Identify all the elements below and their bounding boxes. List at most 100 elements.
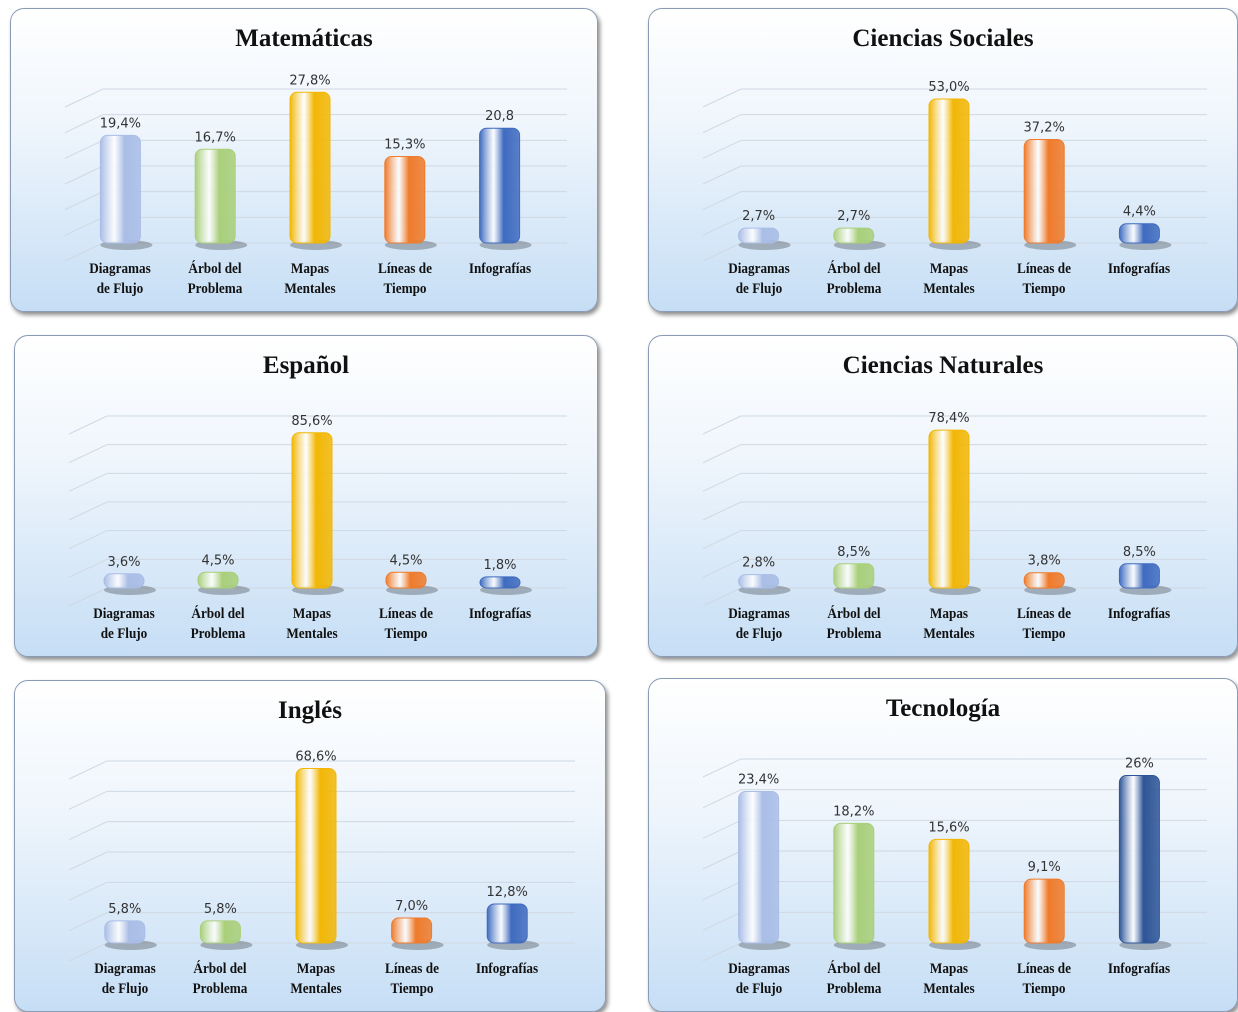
category-label: Líneas de Tiempo xyxy=(1017,606,1072,642)
value-label: 4,4% xyxy=(1123,205,1156,220)
value-label: 68,6% xyxy=(295,750,336,765)
category-label: Árbol del Problema xyxy=(190,606,246,642)
value-label: 4,5% xyxy=(389,553,422,568)
value-label: 2,7% xyxy=(837,209,870,224)
value-label: 27,8% xyxy=(289,73,330,88)
category-label: Mapas Mentales xyxy=(284,261,336,297)
bar xyxy=(1023,572,1065,589)
chart-title: Español xyxy=(262,352,350,379)
category-label: Líneas de Tiempo xyxy=(384,961,439,997)
chart-title: Ciencias Sociales xyxy=(852,25,1034,52)
grid-line xyxy=(68,501,567,521)
grid-line xyxy=(68,790,575,810)
category-label: Diagramas de Flujo xyxy=(93,961,156,997)
value-label: 53,0% xyxy=(928,80,969,95)
category-label: Líneas de Tiempo xyxy=(1017,261,1072,297)
category-label: Diagramas de Flujo xyxy=(727,961,790,997)
grid-line xyxy=(68,821,575,841)
grid-line xyxy=(68,530,567,550)
category-label: Líneas de Tiempo xyxy=(1017,961,1072,997)
bar xyxy=(385,571,427,589)
bar xyxy=(103,573,145,589)
grid-line xyxy=(702,88,1207,108)
chart: 19,4% 16,7% 27,8% 15,3% 20,8 xyxy=(64,73,567,262)
category-label: Mapas Mentales xyxy=(290,961,342,997)
category-label: Infografías xyxy=(1108,961,1171,977)
grid-line xyxy=(64,88,567,108)
bar xyxy=(738,574,780,589)
bar xyxy=(104,920,146,944)
bar xyxy=(738,790,780,944)
grid-line xyxy=(702,558,1207,578)
bar xyxy=(194,148,236,244)
value-label: 15,3% xyxy=(384,137,425,152)
value-label: 12,8% xyxy=(487,885,528,900)
category-label: Mapas Mentales xyxy=(923,961,975,997)
category-label: Árbol del Problema xyxy=(826,606,882,642)
value-label: 3,6% xyxy=(107,555,140,570)
bar xyxy=(391,917,433,944)
category-label: Diagramas de Flujo xyxy=(727,261,790,297)
grid-line xyxy=(702,114,1207,134)
chart-panel: Matemáticas 19,4% 16,7% 27,8% 15,3% 20,8 Diagr… xyxy=(10,8,598,312)
value-label: 15,6% xyxy=(928,820,969,835)
bar xyxy=(291,432,333,589)
value-label: 9,1% xyxy=(1028,860,1061,875)
value-label: 19,4% xyxy=(100,116,141,131)
grid-line xyxy=(68,558,567,578)
category-label: Mapas Mentales xyxy=(923,606,975,642)
category-label: Infografías xyxy=(468,261,531,277)
grid-line xyxy=(68,472,567,492)
chart: 2,8% 8,5% 78,4% 3,8% 8,5% xyxy=(702,411,1207,607)
category-label: Infografías xyxy=(1108,606,1171,622)
grid-line xyxy=(68,760,575,780)
chart-title: Tecnología xyxy=(885,695,1001,722)
value-label: 4,5% xyxy=(201,553,234,568)
chart: 5,8% 5,8% 68,6% 7,0% 12,8% xyxy=(68,750,575,962)
grid-line xyxy=(64,114,567,134)
value-label: 5,8% xyxy=(204,902,237,917)
chart-panel: Ciencias Naturales 2,8% 8,5% 78,4% 3,8% 8,5% D… xyxy=(648,335,1238,657)
value-label: 37,2% xyxy=(1024,121,1065,136)
value-label: 2,7% xyxy=(742,209,775,224)
value-label: 26% xyxy=(1125,757,1154,772)
category-label: Diagramas de Flujo xyxy=(727,606,790,642)
grid-line xyxy=(702,789,1207,809)
category-label: Árbol del Problema xyxy=(187,261,243,297)
chart-panel: Español 3,6% 4,5% 85,6% 4,5% 1,8% Diagramas de… xyxy=(14,335,598,657)
chart: 23,4% 18,2% 15,6% 9,1% 26% xyxy=(702,757,1207,962)
chart: 3,6% 4,5% 85,6% 4,5% 1,8% xyxy=(68,414,567,607)
value-label: 85,6% xyxy=(291,414,332,429)
bar xyxy=(384,155,426,244)
category-label: Diagramas de Flujo xyxy=(89,261,152,297)
category-label: Líneas de Tiempo xyxy=(377,261,432,297)
value-label: 78,4% xyxy=(928,411,969,426)
chart-title: Ciencias Naturales xyxy=(842,352,1044,379)
category-label: Árbol del Problema xyxy=(826,261,882,297)
bar xyxy=(928,838,970,944)
grid-line xyxy=(702,415,1207,435)
bar xyxy=(486,903,528,944)
value-label: 8,5% xyxy=(837,545,870,560)
value-label: 8,5% xyxy=(1123,545,1156,560)
value-label: 23,4% xyxy=(738,772,779,787)
bar xyxy=(1023,139,1065,244)
value-label: 20,8 xyxy=(485,109,514,124)
bar xyxy=(99,134,141,244)
bar xyxy=(289,91,331,244)
bar xyxy=(738,227,780,244)
bar xyxy=(1118,775,1160,944)
bar xyxy=(199,920,241,944)
bar xyxy=(833,822,875,944)
bar xyxy=(479,127,521,244)
category-label: Mapas Mentales xyxy=(286,606,338,642)
bar xyxy=(1118,223,1160,244)
category-label: Mapas Mentales xyxy=(923,261,975,297)
value-label: 7,0% xyxy=(395,899,428,914)
chart-panel: Ciencias Sociales 2,7% 2,7% 53,0% 37,2% 4,4% D… xyxy=(648,8,1238,312)
category-label: Infografías xyxy=(468,606,532,622)
bar xyxy=(295,768,337,944)
chart-panel: Inglés 5,8% 5,8% 68,6% 7,0% 12,8% Diagramas de… xyxy=(14,680,606,1012)
value-label: 1,8% xyxy=(483,558,516,573)
value-label: 16,7% xyxy=(195,130,236,145)
